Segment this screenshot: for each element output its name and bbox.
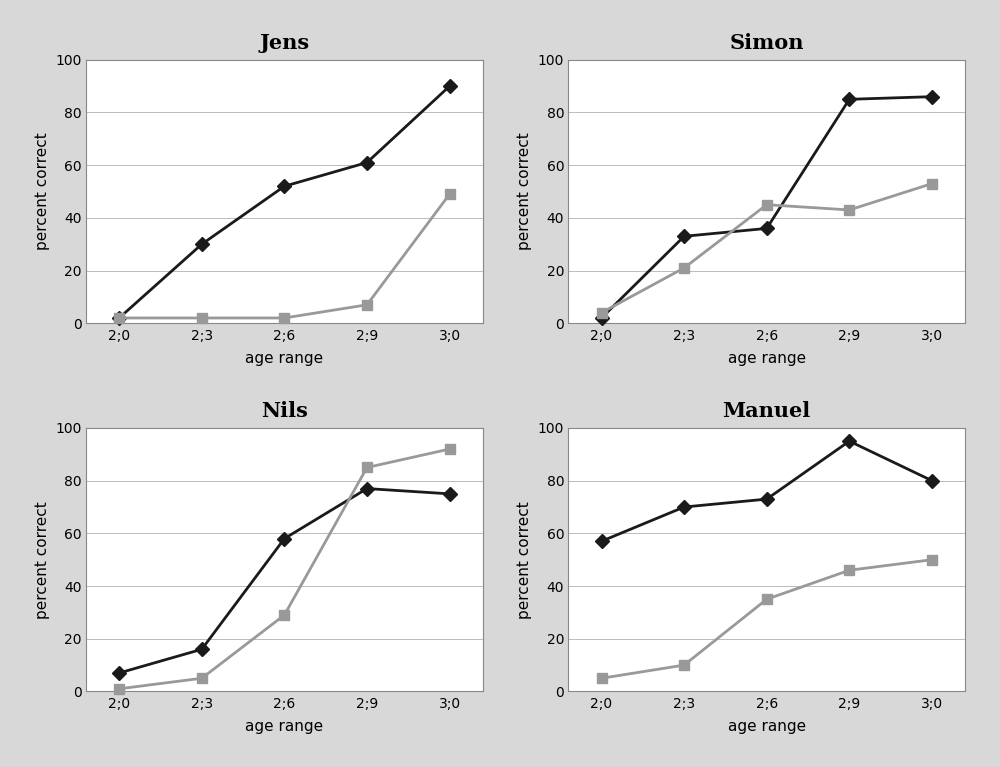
Title: Manuel: Manuel bbox=[723, 401, 811, 421]
X-axis label: age range: age range bbox=[728, 719, 806, 734]
X-axis label: age range: age range bbox=[728, 351, 806, 366]
Y-axis label: percent correct: percent correct bbox=[35, 133, 50, 250]
X-axis label: age range: age range bbox=[245, 351, 323, 366]
Y-axis label: percent correct: percent correct bbox=[517, 501, 532, 618]
Y-axis label: percent correct: percent correct bbox=[517, 133, 532, 250]
Title: Simon: Simon bbox=[729, 33, 804, 53]
X-axis label: age range: age range bbox=[245, 719, 323, 734]
Title: Jens: Jens bbox=[259, 33, 309, 53]
Y-axis label: percent correct: percent correct bbox=[35, 501, 50, 618]
Title: Nils: Nils bbox=[261, 401, 308, 421]
